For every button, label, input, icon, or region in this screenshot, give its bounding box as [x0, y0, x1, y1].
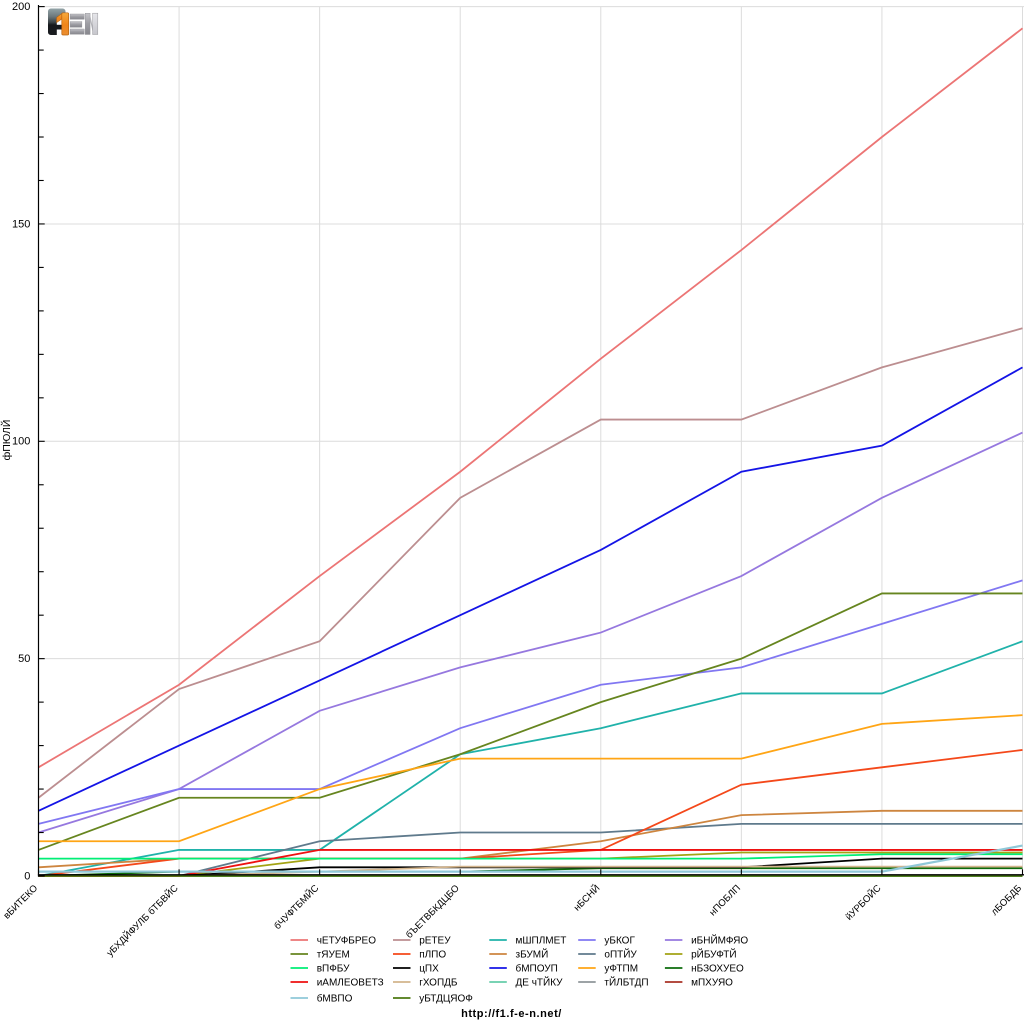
svg-text:гХОПДБ: гХОПДБ — [419, 978, 458, 989]
svg-text:0: 0 — [24, 870, 30, 882]
svg-text:рЙБУФТЙ: рЙБУФТЙ — [691, 948, 736, 961]
svg-text:фПЮЛЙ: фПЮЛЙ — [0, 420, 13, 461]
svg-text:ДЕ чТЙКУ: ДЕ чТЙКУ — [516, 976, 564, 989]
svg-text:иБНЙМФЯО: иБНЙМФЯО — [691, 934, 748, 947]
svg-text:оПТЙУ: оПТЙУ — [604, 948, 637, 961]
svg-text:http://f1.f-e-n.net/: http://f1.f-e-n.net/ — [461, 1008, 562, 1020]
svg-text:уФТПМ: уФТПМ — [604, 964, 638, 975]
svg-text:рЕТЕУ: рЕТЕУ — [419, 936, 451, 947]
svg-text:иАМЛЕОВЕТЗ: иАМЛЕОВЕТЗ — [317, 978, 384, 989]
svg-text:мШПЛМЕТ: мШПЛМЕТ — [516, 936, 567, 947]
svg-text:бМПОУП: бМПОУП — [516, 963, 558, 975]
svg-text:уБТДЦЯОФ: уБТДЦЯОФ — [419, 994, 473, 1005]
svg-text:150: 150 — [12, 218, 30, 230]
svg-text:бМВПО: бМВПО — [317, 993, 353, 1005]
svg-text:50: 50 — [18, 653, 30, 665]
svg-text:тЯУЕМ: тЯУЕМ — [317, 950, 350, 961]
svg-text:мПХУЯО: мПХУЯО — [691, 978, 733, 989]
svg-text:уБКОГ: уБКОГ — [604, 936, 635, 947]
svg-text:нБЗОХУЕО: нБЗОХУЕО — [691, 964, 744, 975]
svg-text:чЕТУФБРЕО: чЕТУФБРЕО — [317, 936, 377, 947]
svg-text:100: 100 — [12, 436, 30, 448]
svg-text:пЛПО: пЛПО — [419, 950, 446, 961]
svg-text:200: 200 — [12, 1, 30, 13]
svg-text:цПХ: цПХ — [419, 964, 439, 975]
svg-text:вПФБУ: вПФБУ — [317, 964, 350, 975]
svg-text:тЙЛБТДП: тЙЛБТДП — [604, 976, 648, 989]
svg-text:зБУМЙ: зБУМЙ — [516, 948, 549, 961]
